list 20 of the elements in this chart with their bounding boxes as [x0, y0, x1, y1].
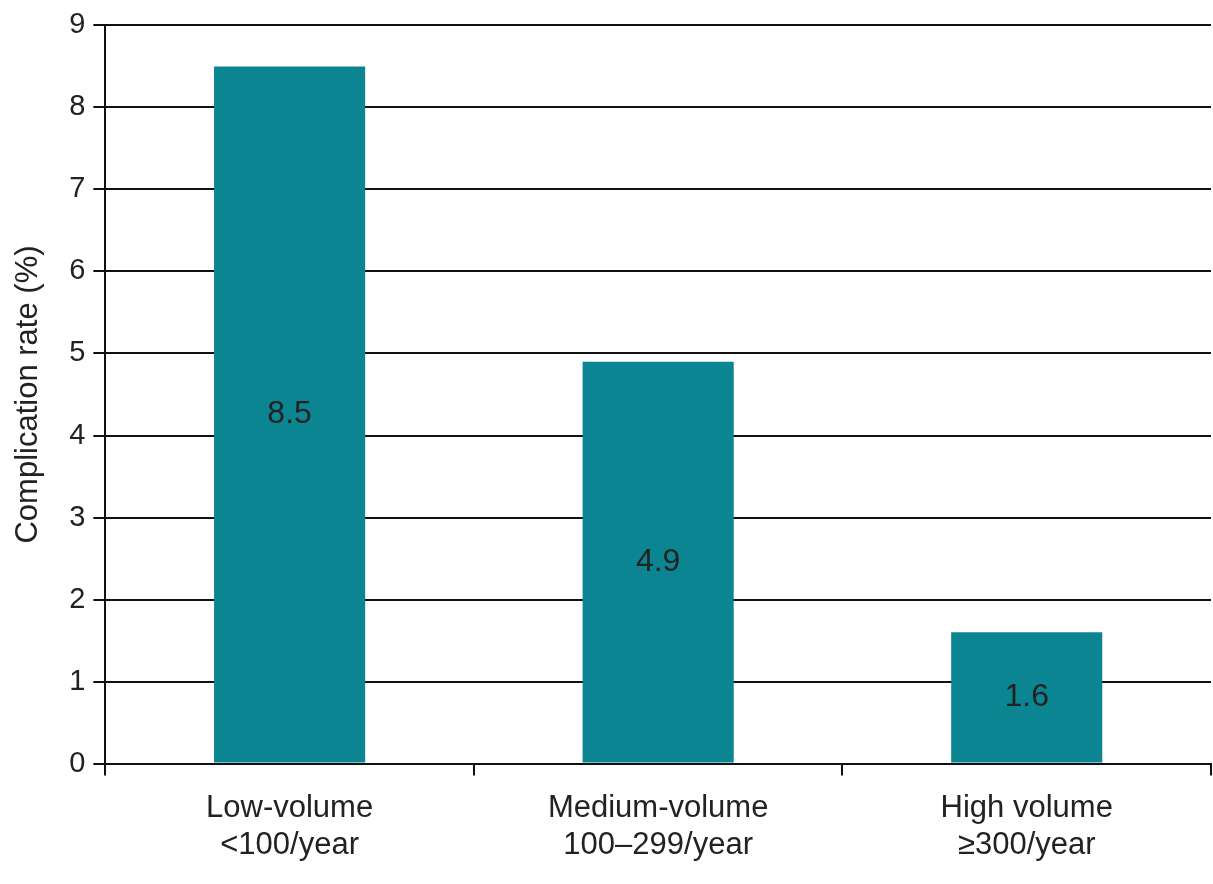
data-label: 1.6 [1004, 677, 1049, 714]
y-tick-label: 5 [69, 335, 86, 368]
y-tick-label: 1 [69, 663, 86, 696]
bar [582, 361, 734, 763]
y-tick-label: 2 [69, 581, 86, 614]
y-tick-label: 6 [69, 253, 86, 286]
x-tick-label: Medium-volume 100–299/year [547, 788, 769, 861]
y-tick-label: 0 [69, 745, 86, 778]
y-tick-label: 3 [69, 499, 86, 532]
y-tick-label: 4 [69, 417, 86, 450]
x-tick-label: Low-volume <100/year [206, 788, 374, 861]
data-label: 4.9 [635, 541, 681, 578]
y-tick-label: 7 [69, 171, 86, 204]
y-axis-title: Complication rate (%) [9, 245, 45, 544]
y-tick-label: 8 [69, 89, 86, 122]
y-tick-label: 9 [69, 7, 86, 40]
data-label: 8.5 [267, 394, 312, 431]
bar [951, 632, 1103, 763]
bar [214, 66, 366, 763]
x-tick-label: High volume ≥300/year [940, 788, 1113, 861]
